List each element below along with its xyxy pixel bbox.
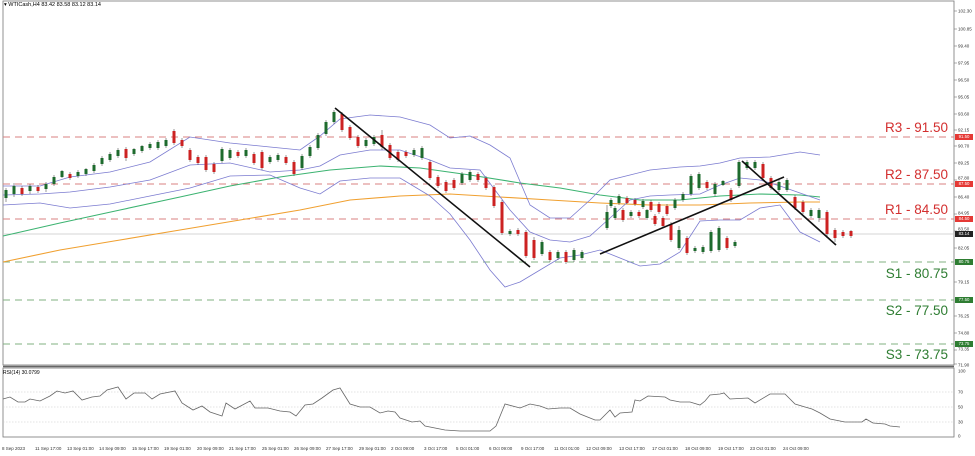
chart-title: ▾ WTICash,H4 83.42 83.58 83.12 83.14: [4, 2, 101, 8]
rsi-label: RSI(14) 30.0799: [3, 370, 40, 376]
price-tick: 92.15: [958, 127, 970, 133]
time-tick: 25 Sep 01:00: [262, 446, 289, 451]
time-tick: 11 Oct 01:00: [554, 446, 580, 451]
time-tick: 3 Oct 17:00: [424, 446, 448, 451]
r3-price-tag: 91.50: [955, 134, 973, 140]
downtrend-line-2: [741, 160, 837, 246]
time-tick: 20 Sep 09:00: [197, 446, 224, 451]
time-tick: 11 Sep 17:00: [35, 446, 62, 451]
price-tick: 97.95: [958, 60, 970, 66]
s3-price-tag: 73.75: [955, 341, 973, 347]
y-axis-ticks: [954, 10, 957, 365]
r3-label: R3 - 91.50: [884, 120, 948, 135]
r1-price-tag: 84.50: [955, 216, 973, 222]
rsi-tick: 70: [958, 389, 964, 395]
time-tick: 23 Oct 01:00: [750, 446, 776, 451]
rsi-line: [2, 386, 901, 432]
symbol-label: WTICash,H4: [8, 2, 40, 8]
rsi-tick: 50: [958, 404, 964, 410]
price-tick: 99.40: [958, 43, 970, 49]
time-tick: 6 Oct 09:00: [489, 446, 513, 451]
price-tick: 96.50: [958, 77, 970, 83]
time-tick: 21 Sep 17:00: [229, 446, 256, 451]
price-tick: 73.35: [958, 346, 970, 352]
time-tick: 14 Sep 09:00: [99, 446, 126, 451]
time-tick: 19 Oct 17:00: [718, 446, 744, 451]
r1-label: R1 - 84.50: [884, 202, 948, 217]
rsi-level-lines: [3, 391, 954, 423]
current-price-tag: 83.14: [955, 231, 973, 237]
rsi-tick: 0: [958, 433, 961, 439]
price-tick: 71.90: [958, 362, 970, 368]
time-tick: 12 Oct 09:00: [586, 446, 612, 451]
symbol-dropdown-icon[interactable]: ▾: [4, 2, 7, 8]
ohlc-values: 83.42 83.58 83.12 83.14: [41, 2, 101, 8]
time-tick: 24 Oct 09:00: [783, 446, 809, 451]
r2-label: R2 - 87.50: [884, 167, 948, 182]
rsi-tick: 30: [958, 419, 964, 425]
price-tick: 87.80: [958, 175, 970, 181]
trendlines[interactable]: [334, 107, 837, 268]
price-tick: 76.25: [958, 313, 970, 319]
time-tick: 26 Sep 09:00: [294, 446, 321, 451]
price-tick: 84.95: [958, 210, 970, 216]
time-tick: 13 Oct 17:00: [619, 446, 645, 451]
price-tick: 89.25: [958, 160, 970, 166]
s1-price-tag: 80.75: [955, 259, 973, 265]
uptrend-line: [599, 176, 785, 255]
time-tick: 15 Sep 17:00: [132, 446, 159, 451]
time-tick: 2 Oct 09:00: [391, 446, 415, 451]
time-tick: 5 Oct 01:00: [456, 446, 480, 451]
time-tick: 27 Sep 17:00: [326, 446, 353, 451]
time-tick: 18 Oct 09:00: [685, 446, 711, 451]
price-tick: 82.05: [958, 245, 970, 251]
main-chart-frame: [2, 0, 955, 366]
r2-price-tag: 87.50: [955, 181, 973, 187]
price-tick: 83.50: [958, 226, 970, 232]
s3-label: S3 - 73.75: [885, 347, 948, 362]
price-tick: 102.30: [958, 8, 972, 14]
time-tick: 17 Oct 01:00: [652, 446, 678, 451]
support-resistance-lines: [3, 136, 954, 345]
time-tick: 8 Sep 2023: [2, 446, 26, 451]
price-tick: 74.80: [958, 330, 970, 336]
rsi-panel-frame: [2, 367, 955, 438]
time-tick: 13 Sep 01:00: [67, 446, 94, 451]
price-tick: 95.05: [958, 94, 970, 100]
price-tick: 79.15: [958, 279, 970, 285]
time-tick: 29 Sep 01:00: [359, 446, 386, 451]
time-tick: 19 Sep 01:00: [164, 446, 191, 451]
s2-price-tag: 77.50: [955, 297, 973, 303]
price-tick: 90.70: [958, 143, 970, 149]
price-tick: 100.85: [958, 26, 972, 32]
rsi-tick: 100: [958, 368, 966, 374]
s1-label: S1 - 80.75: [885, 266, 948, 281]
time-tick: 9 Oct 17:00: [521, 446, 545, 451]
s2-label: S2 - 77.50: [885, 303, 948, 318]
price-tick: 93.60: [958, 111, 970, 117]
downtrend-line-1: [334, 107, 531, 268]
price-tick: 86.40: [958, 194, 970, 200]
